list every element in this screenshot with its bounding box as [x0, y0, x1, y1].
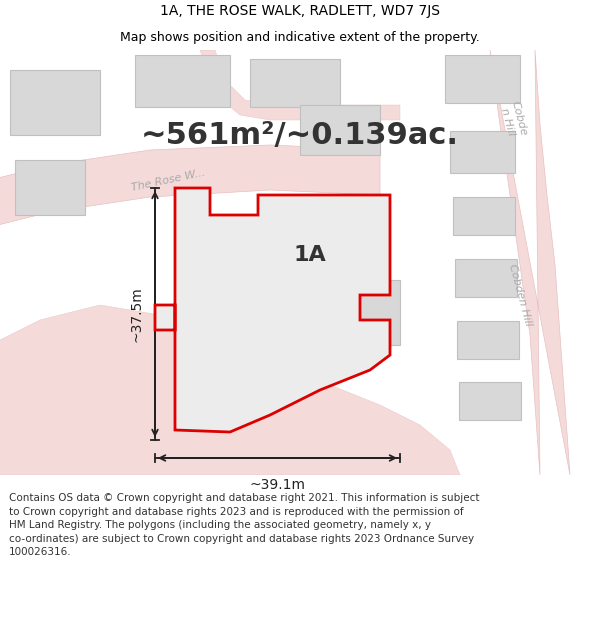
Polygon shape: [490, 50, 570, 475]
Text: ~37.5m: ~37.5m: [129, 286, 143, 342]
Bar: [10, 70, 100, 135]
Text: ~561m²/~0.139ac.: ~561m²/~0.139ac.: [141, 121, 459, 149]
Text: Contains OS data © Crown copyright and database right 2021. This information is : Contains OS data © Crown copyright and d…: [9, 493, 479, 558]
Bar: [453, 197, 515, 235]
Bar: [250, 59, 340, 107]
Bar: [300, 105, 380, 155]
Text: The Rose W...: The Rose W...: [130, 168, 206, 192]
Bar: [450, 131, 515, 173]
Bar: [310, 280, 400, 345]
Polygon shape: [0, 305, 460, 475]
Polygon shape: [0, 145, 380, 227]
Text: Map shows position and indicative extent of the property.: Map shows position and indicative extent…: [120, 31, 480, 44]
Bar: [457, 321, 519, 359]
Bar: [200, 300, 285, 360]
Text: Cobde
n Hill: Cobde n Hill: [498, 100, 528, 140]
Bar: [445, 55, 520, 103]
Bar: [135, 55, 230, 107]
Bar: [459, 382, 521, 420]
Text: ~39.1m: ~39.1m: [250, 478, 305, 492]
Text: 1A, THE ROSE WALK, RADLETT, WD7 7JS: 1A, THE ROSE WALK, RADLETT, WD7 7JS: [160, 4, 440, 18]
Polygon shape: [200, 50, 400, 120]
Bar: [455, 259, 517, 297]
Text: Cobden Hill: Cobden Hill: [507, 263, 533, 327]
Text: 1A: 1A: [293, 245, 326, 265]
Polygon shape: [155, 188, 390, 432]
Bar: [15, 160, 85, 215]
